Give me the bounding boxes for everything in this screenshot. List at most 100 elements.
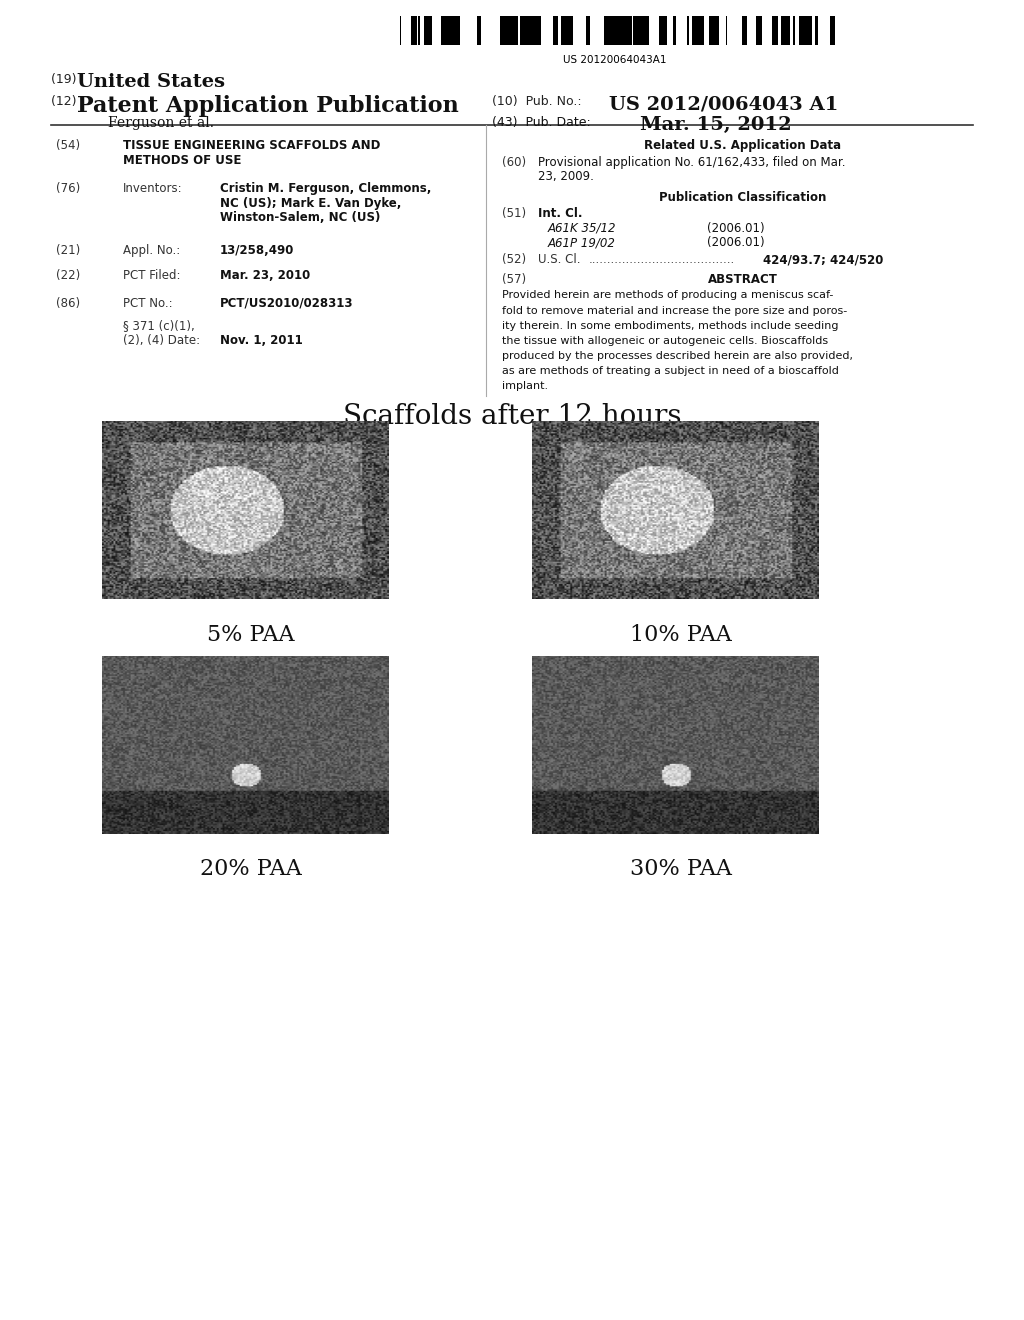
Bar [593, 16, 596, 45]
Text: Winston-Salem, NC (US): Winston-Salem, NC (US) [220, 211, 381, 224]
Bar [762, 16, 768, 45]
Bar [527, 16, 530, 45]
Text: Appl. No.:: Appl. No.: [123, 244, 180, 257]
Bar [793, 16, 795, 45]
Bar [644, 16, 648, 45]
Text: Ferguson et al.: Ferguson et al. [108, 116, 214, 131]
Bar [561, 16, 567, 45]
Text: Mar. 15, 2012: Mar. 15, 2012 [640, 116, 792, 135]
Text: Int. Cl.: Int. Cl. [538, 207, 582, 220]
Bar [441, 16, 446, 45]
Bar [682, 16, 684, 45]
Bar [512, 16, 518, 45]
Text: Provisional application No. 61/162,433, filed on Mar.: Provisional application No. 61/162,433, … [538, 156, 845, 169]
Text: Publication Classification: Publication Classification [658, 191, 826, 205]
Bar [541, 16, 543, 45]
Text: (51): (51) [502, 207, 526, 220]
Text: 424/93.7; 424/520: 424/93.7; 424/520 [763, 253, 884, 267]
Bar [715, 16, 719, 45]
Text: (10)  Pub. No.:: (10) Pub. No.: [492, 95, 589, 108]
Bar [648, 16, 650, 45]
Bar [814, 16, 817, 45]
Bar [745, 16, 746, 45]
Text: (21): (21) [56, 244, 81, 257]
Bar [419, 16, 420, 45]
Bar [679, 16, 682, 45]
Bar [805, 16, 811, 45]
Bar [656, 16, 659, 45]
Bar [389, 16, 393, 45]
Text: 13/258,490: 13/258,490 [220, 244, 295, 257]
Text: PCT/US2010/028313: PCT/US2010/028313 [220, 297, 353, 310]
Text: 5% PAA: 5% PAA [207, 624, 295, 647]
Bar [826, 16, 829, 45]
Bar [417, 16, 419, 45]
Bar [596, 16, 601, 45]
Text: US 2012/0064043 A1: US 2012/0064043 A1 [609, 95, 839, 114]
Bar [432, 16, 437, 45]
Text: 23, 2009.: 23, 2009. [538, 170, 594, 183]
Bar [756, 16, 762, 45]
Text: Mar. 23, 2010: Mar. 23, 2010 [220, 269, 310, 282]
Bar [573, 16, 580, 45]
Bar [518, 16, 520, 45]
Text: (2006.01): (2006.01) [707, 222, 764, 235]
Text: (2006.01): (2006.01) [707, 236, 764, 249]
Text: United States: United States [77, 73, 225, 91]
Bar [535, 16, 541, 45]
Bar [799, 16, 802, 45]
Text: § 371 (c)(1),: § 371 (c)(1), [123, 319, 195, 333]
Text: (19): (19) [51, 73, 81, 86]
Bar [530, 16, 534, 45]
Text: NC (US); Mark E. Van Dyke,: NC (US); Mark E. Van Dyke, [220, 197, 401, 210]
Bar [437, 16, 441, 45]
Bar [703, 16, 709, 45]
Bar [620, 16, 626, 45]
Bar [688, 16, 691, 45]
Bar [777, 16, 780, 45]
Bar [626, 16, 632, 45]
Bar [590, 16, 593, 45]
Bar [659, 16, 666, 45]
Text: (12): (12) [51, 95, 81, 108]
Text: Patent Application Publication: Patent Application Publication [77, 95, 459, 117]
Bar [425, 16, 428, 45]
Text: A61P 19/02: A61P 19/02 [548, 236, 615, 249]
Text: 20% PAA: 20% PAA [200, 858, 302, 880]
Bar [446, 16, 453, 45]
Bar [817, 16, 820, 45]
Text: 30% PAA: 30% PAA [630, 858, 732, 880]
Bar [466, 16, 472, 45]
Text: (2), (4) Date:: (2), (4) Date: [123, 334, 200, 347]
Bar [567, 16, 573, 45]
Bar [771, 16, 774, 45]
Text: fold to remove material and increase the pore size and poros-: fold to remove material and increase the… [502, 305, 847, 315]
Bar [580, 16, 586, 45]
Bar [497, 16, 500, 45]
Bar [719, 16, 725, 45]
Bar [746, 16, 753, 45]
Bar [709, 16, 715, 45]
Bar [737, 16, 742, 45]
Bar [667, 16, 673, 45]
Bar [651, 16, 656, 45]
Bar [460, 16, 466, 45]
Bar [480, 16, 481, 45]
Bar [802, 16, 805, 45]
Bar [650, 16, 651, 45]
Bar [534, 16, 535, 45]
Bar [684, 16, 687, 45]
Bar [484, 16, 490, 45]
Text: the tissue with allogeneic or autogeneic cells. Bioscaffolds: the tissue with allogeneic or autogeneic… [502, 335, 827, 346]
Bar [829, 16, 835, 45]
Text: .......................................: ....................................... [589, 253, 735, 267]
Text: as are methods of treating a subject in need of a bioscaffold: as are methods of treating a subject in … [502, 366, 839, 376]
Bar [453, 16, 454, 45]
Text: PCT No.:: PCT No.: [123, 297, 172, 310]
Bar [691, 16, 697, 45]
Text: Provided herein are methods of producing a meniscus scaf-: Provided herein are methods of producing… [502, 290, 834, 301]
Bar [406, 16, 411, 45]
Text: 10% PAA: 10% PAA [630, 624, 732, 647]
Bar [666, 16, 667, 45]
Bar [783, 16, 790, 45]
